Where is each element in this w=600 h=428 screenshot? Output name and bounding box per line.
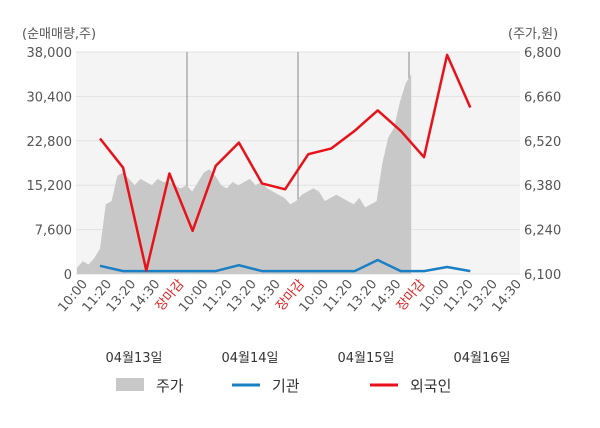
left-axis-title: (순매매량,주) [22, 27, 96, 42]
institution-line [99, 258, 471, 273]
legend-label: 외국인 [410, 377, 451, 395]
left-tick-label: 22,800 [27, 135, 73, 150]
legend-label: 주가 [156, 377, 184, 395]
plot-area: 38,000 6,800 30,400 6,660 22,800 6,520 15,200 6… [27, 46, 562, 395]
day-label: 04월16일 [453, 351, 510, 366]
left-tick-label: 38,000 [27, 46, 73, 61]
legend-swatch [116, 378, 144, 391]
foreigner-line [99, 53, 472, 272]
right-tick-label: 6,240 [524, 224, 561, 239]
right-tick-label: 6,100 [524, 268, 561, 283]
right-tick-label: 6,800 [524, 46, 561, 61]
day-label: 04월15일 [337, 351, 394, 366]
day-label: 04월13일 [105, 351, 162, 366]
day-label: 04월14일 [221, 351, 278, 366]
left-tick-label: 7,600 [35, 224, 72, 239]
right-axis-title: (주가,원) [508, 27, 558, 42]
right-tick-label: 6,660 [524, 90, 561, 105]
right-tick-label: 6,520 [524, 135, 561, 150]
price-area [77, 74, 412, 274]
left-tick-label: 30,400 [27, 90, 73, 105]
right-tick-label: 6,380 [524, 179, 561, 194]
left-tick-label: 0 [64, 268, 72, 283]
legend-label: 기관 [272, 377, 300, 395]
left-tick-label: 15,200 [27, 179, 73, 194]
